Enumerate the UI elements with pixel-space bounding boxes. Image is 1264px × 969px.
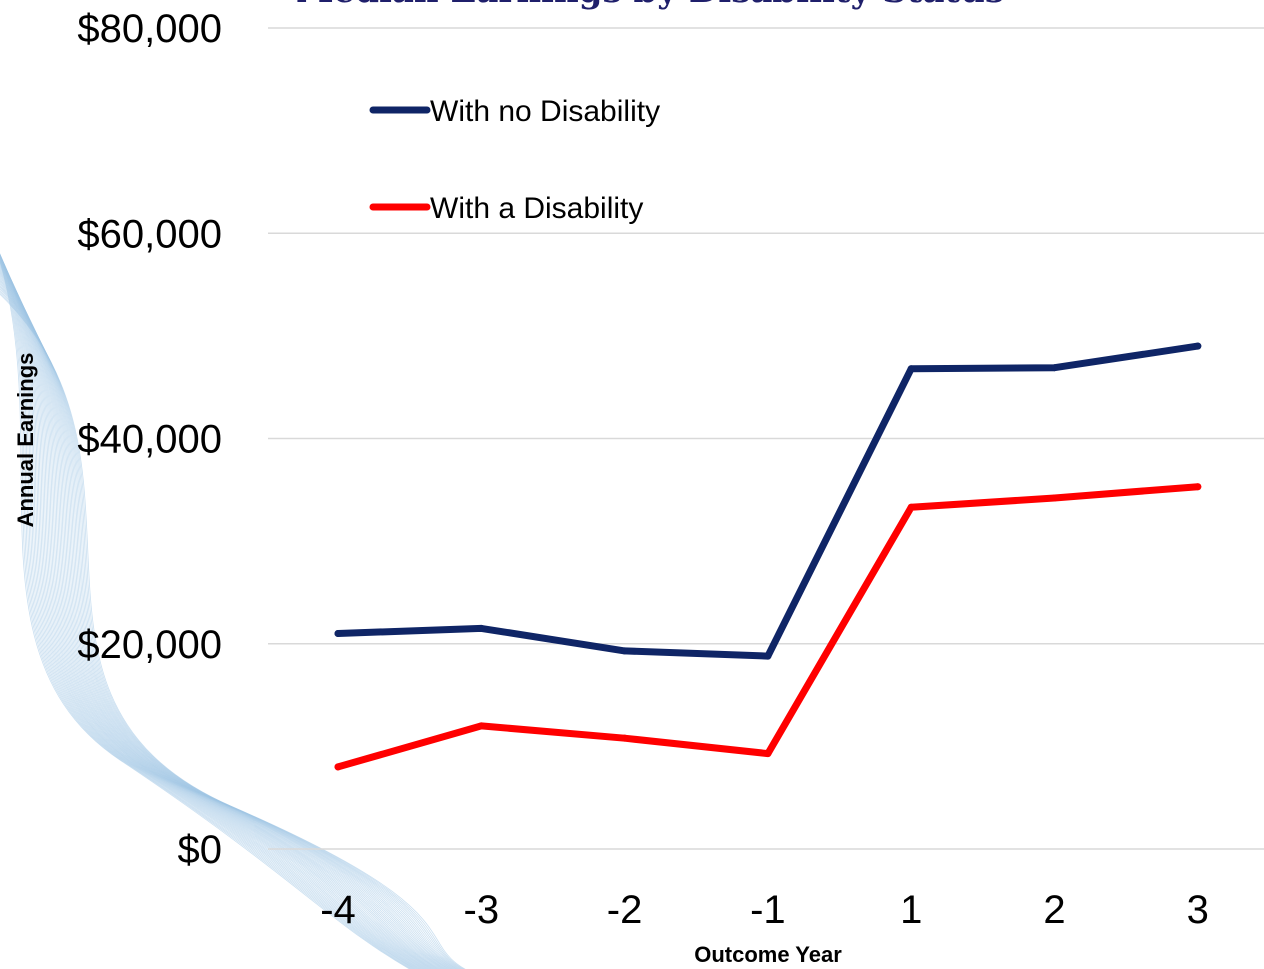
background-wave-line [0,254,424,969]
y-tick-label: $0 [178,828,223,872]
background-wave-line [0,257,413,969]
data-point [1051,364,1058,372]
data-point [621,734,629,742]
data-point [334,629,342,637]
data-point [334,763,342,771]
data-point [1194,342,1202,350]
x-tick-label: -1 [750,888,786,932]
background-wave-line [0,267,445,969]
series-line-1 [334,342,1202,660]
x-axis-label: Outcome Year [694,942,842,967]
background-wave-line [0,274,451,969]
data-point [764,750,772,758]
background-wave-line [0,258,412,969]
background-wave-line [0,275,453,969]
y-tick-label: $80,000 [77,7,222,51]
background-wave-line [0,256,415,969]
background-wave-line [0,259,437,969]
y-axis-ticks: $0 $20,000 $40,000 $60,000 $80,000 [77,7,222,872]
background-wave-line [0,272,450,969]
x-tick-label: -4 [320,888,356,932]
background-wave-line [0,265,443,969]
background-wave-line [0,271,449,969]
background-wave-line [0,255,416,969]
x-axis-ticks: -4 -3 -2 -1 1 2 3 [320,888,1209,932]
background-wave-line [0,254,428,969]
background-wave-line [0,278,455,969]
legend: With no Disability With a Disability [369,95,660,225]
background-wave-line [0,280,456,969]
background-wave-line [0,253,422,969]
background-wave-line [0,262,440,969]
background-wave-line [0,266,444,969]
background-wave-line [0,258,435,969]
background-wave-line [0,255,431,969]
data-point [477,722,485,730]
background-wave-line [0,257,433,969]
background-wave-line [0,277,454,969]
data-point [1194,483,1202,491]
background-wave-line [0,257,434,969]
background-wave-line [0,253,421,969]
legend-label: With no Disability [430,95,660,128]
x-tick-label: 2 [1043,888,1065,932]
x-tick-label: 3 [1187,888,1209,932]
x-tick-label: -2 [607,888,643,932]
gridlines [268,27,1264,850]
background-wave-line [0,260,411,969]
background-wave-line [0,260,438,969]
y-tick-label: $60,000 [77,212,222,256]
data-point [1051,494,1058,502]
background-wave-line [0,281,458,969]
data-point [764,652,772,660]
x-tick-label: -3 [464,888,500,932]
background-wave-line [0,264,442,969]
y-tick-label: $20,000 [77,623,222,667]
chart-title: Median Earnings by Disability Status [296,0,1004,11]
background-wave-decoration [0,253,466,969]
background-wave-line [0,268,446,969]
background-wave-line [0,254,426,969]
background-wave-line [0,254,418,969]
background-wave-line [0,261,439,969]
background-wave-line [0,253,423,969]
y-axis-label: Annual Earnings [13,353,38,528]
background-wave-line [0,253,419,969]
series-lines [334,342,1202,771]
data-point [907,365,915,373]
background-wave-line [0,255,429,969]
legend-label: With a Disability [430,192,643,225]
x-tick-label: 1 [900,888,922,932]
background-wave-line [0,256,432,969]
background-wave-line [0,254,427,969]
y-tick-label: $40,000 [77,418,222,462]
data-point [907,503,915,511]
data-point [621,647,629,655]
data-point [477,624,485,632]
background-wave-line [0,293,466,969]
background-wave-line [0,254,417,969]
